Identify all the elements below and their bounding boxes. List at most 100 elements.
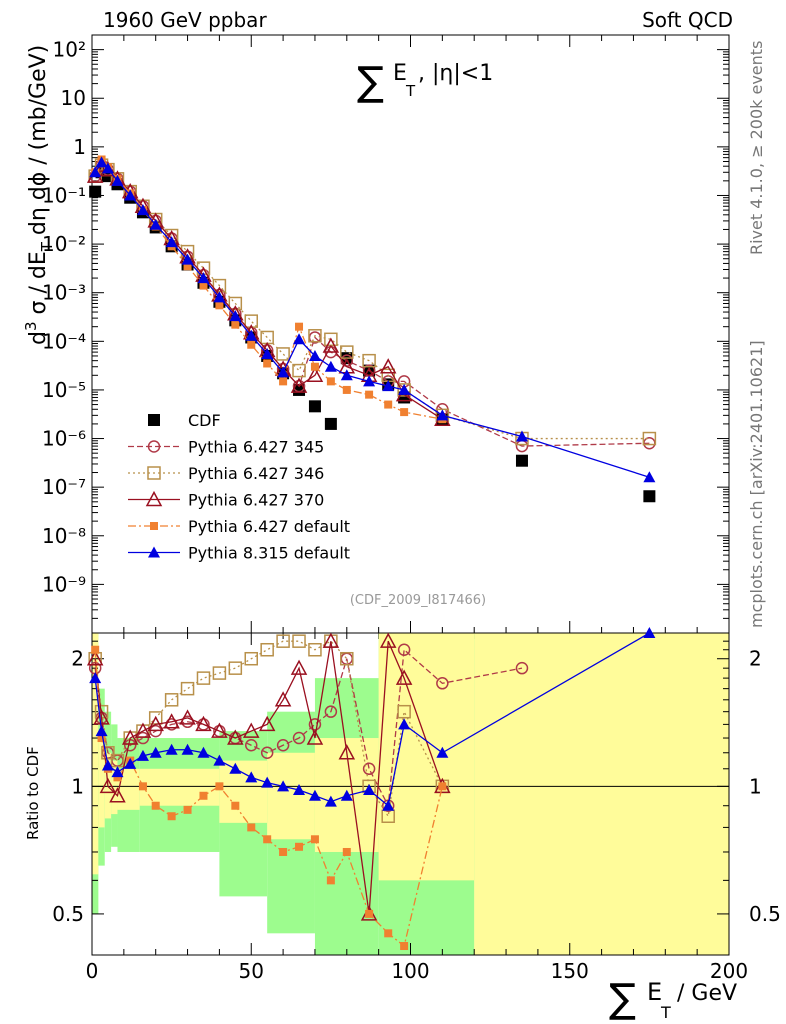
ratio-point-p370 — [306, 729, 324, 745]
ratio-point-p370 — [338, 744, 356, 760]
ratio-point-p8 — [382, 799, 395, 811]
ratio-point-p370 — [227, 729, 244, 745]
ratio-point-p346 — [397, 704, 411, 719]
ratio-point-p8 — [89, 672, 102, 684]
ratio-point-p370 — [121, 729, 139, 745]
point-pdef — [279, 377, 288, 386]
ratio-point-pdef — [438, 782, 447, 791]
point-p8 — [245, 329, 258, 341]
x-axis-label: ∑ E T / GeV — [609, 976, 737, 1022]
ratio-point-p8 — [643, 627, 656, 638]
point-pdef — [400, 408, 409, 417]
ratio-point-p8 — [277, 780, 290, 792]
y-tick-label: 10⁻³ — [42, 281, 86, 305]
ratio-point-pdef — [295, 842, 304, 851]
point-p370 — [379, 358, 397, 374]
xlabel-e: E — [647, 978, 662, 1006]
point-p8 — [436, 409, 449, 421]
band-inner — [111, 760, 118, 815]
ratio-point-p370 — [93, 709, 110, 725]
band-inner — [267, 752, 315, 840]
ratio-point-p370 — [99, 777, 117, 794]
title-sub: T — [405, 82, 416, 100]
series-line-p8 — [94, 161, 650, 478]
point-pdef — [247, 340, 256, 349]
point-pdef — [365, 390, 374, 399]
legend-label-p346: Pythia 6.427 346 — [188, 464, 324, 483]
ratio-point-pdef — [151, 801, 160, 810]
point-cdf — [643, 490, 656, 503]
ratio-line-p345 — [94, 648, 523, 808]
point-p8 — [181, 253, 194, 265]
point-p346 — [276, 347, 290, 361]
ratio-point-p8 — [124, 757, 137, 769]
ratio-point-p345 — [245, 738, 258, 752]
point-p8 — [136, 204, 149, 216]
point-pdef — [342, 385, 351, 394]
point-p346 — [340, 345, 354, 359]
xlabel-rest: / GeV — [677, 981, 737, 1006]
ratio-point-p345 — [276, 738, 290, 752]
ratio-point-p370 — [379, 632, 397, 648]
y-tick-label: 10⁻⁴ — [42, 329, 86, 353]
ratio-point-p346 — [276, 634, 290, 648]
ratio-point-pdef — [199, 791, 208, 800]
legend-label-p370: Pythia 6.427 370 — [188, 491, 324, 510]
ratio-point-p346 — [228, 661, 243, 675]
point-p346 — [308, 329, 322, 343]
ratio-point-pdef — [310, 835, 319, 844]
y-tick-label: 10² — [53, 38, 86, 62]
ratio-point-p346 — [196, 671, 211, 685]
ratio-point-pdef — [167, 812, 176, 821]
ratio-point-pdef — [365, 909, 374, 918]
xlabel-sub: T — [660, 1003, 671, 1022]
y-tick-label: 10⁻⁸ — [42, 524, 86, 548]
point-p8 — [124, 189, 137, 201]
ratio-point-p8 — [95, 725, 108, 737]
legend-marker-p346 — [147, 466, 161, 480]
point-p8 — [95, 156, 108, 168]
point-pdef — [384, 400, 393, 409]
legend-marker-p8 — [148, 546, 160, 558]
ratio-point-p8 — [340, 789, 353, 801]
xlabel-sum-symbol: ∑ — [609, 976, 636, 1022]
analysis-tag: (CDF_2009_I817466) — [350, 593, 486, 608]
point-p8 — [382, 380, 395, 392]
ratio-point-p370 — [195, 715, 212, 732]
point-p8 — [197, 272, 210, 284]
ratio-line-p370 — [94, 640, 443, 915]
legend-marker-p345 — [147, 440, 161, 453]
ratio-point-p346 — [260, 642, 274, 657]
ratio-point-pdef — [231, 801, 240, 810]
point-p8 — [277, 366, 290, 378]
ratio-point-pdef — [384, 929, 393, 938]
point-p8 — [229, 310, 242, 322]
x-tick-label: 150 — [551, 959, 589, 983]
ratio-point-p370 — [242, 722, 260, 738]
title-rest: , |η|<1 — [418, 61, 493, 86]
ratio-y-tick-label: 1 — [71, 774, 84, 798]
legend-label-cdf: CDF — [188, 411, 221, 430]
legend-label-p8: Pythia 8.315 default — [188, 544, 350, 563]
ratio-point-pdef — [183, 805, 192, 814]
point-pdef — [310, 362, 319, 371]
point-p8 — [308, 349, 321, 361]
top-y-axis-label: d3 σ / dET dη dϕ / (mb/GeV) — [22, 45, 56, 345]
ratio-point-pdef — [326, 876, 335, 885]
top-panel: 10⁻⁹ 10⁻⁸ 10⁻⁷ 10⁻⁶ 10⁻⁵ 10⁻⁴ 10⁻³ 10⁻² 10⁻¹ 1 10 1… — [42, 34, 730, 645]
ratio-point-pdef — [91, 645, 100, 654]
ratio-point-pdef — [215, 782, 224, 791]
ratio-point-p8 — [293, 784, 306, 796]
band-inner — [474, 633, 729, 955]
x-tick-label: 100 — [391, 959, 429, 983]
point-p346 — [362, 353, 376, 368]
point-cdf — [89, 185, 102, 198]
point-pdef — [183, 262, 192, 271]
point-p346 — [228, 296, 243, 311]
legend-marker-p370 — [145, 490, 163, 507]
ratio-point-p346 — [244, 651, 258, 666]
point-pdef — [263, 359, 272, 368]
y-tick-label: 10⁻² — [42, 232, 86, 256]
band-inner — [378, 633, 475, 881]
